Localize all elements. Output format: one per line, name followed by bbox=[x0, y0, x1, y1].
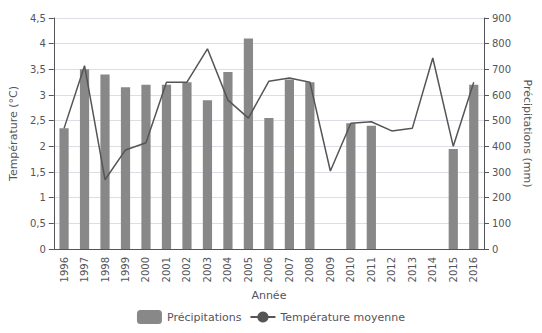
svg-text:2002: 2002 bbox=[181, 257, 192, 282]
svg-text:1998: 1998 bbox=[100, 257, 111, 282]
svg-text:Précipitations (mm): Précipitations (mm) bbox=[521, 80, 534, 188]
svg-text:3: 3 bbox=[39, 90, 45, 101]
svg-text:2013: 2013 bbox=[407, 257, 418, 282]
svg-text:1997: 1997 bbox=[79, 257, 90, 282]
svg-text:2007: 2007 bbox=[284, 257, 295, 282]
svg-text:700: 700 bbox=[492, 64, 511, 75]
svg-text:4: 4 bbox=[39, 38, 45, 49]
svg-text:Année: Année bbox=[251, 289, 286, 302]
svg-text:900: 900 bbox=[492, 13, 511, 24]
svg-text:1: 1 bbox=[39, 192, 45, 203]
svg-text:Précipitations: Précipitations bbox=[167, 311, 242, 324]
svg-text:100: 100 bbox=[492, 218, 511, 229]
svg-text:2,5: 2,5 bbox=[30, 115, 46, 126]
svg-text:2003: 2003 bbox=[202, 257, 213, 282]
svg-text:1,5: 1,5 bbox=[30, 167, 46, 178]
svg-text:2: 2 bbox=[39, 141, 45, 152]
svg-text:1996: 1996 bbox=[59, 257, 70, 282]
svg-text:2005: 2005 bbox=[243, 257, 254, 282]
svg-text:0: 0 bbox=[492, 244, 498, 255]
svg-text:Température (°C): Température (°C) bbox=[7, 86, 20, 182]
svg-text:3,5: 3,5 bbox=[30, 64, 46, 75]
svg-text:2004: 2004 bbox=[222, 257, 233, 282]
svg-text:300: 300 bbox=[492, 167, 511, 178]
svg-text:2001: 2001 bbox=[161, 257, 172, 282]
svg-text:2016: 2016 bbox=[468, 257, 479, 282]
svg-text:1999: 1999 bbox=[120, 257, 131, 282]
svg-text:Température moyenne: Température moyenne bbox=[279, 311, 405, 324]
svg-text:200: 200 bbox=[492, 192, 511, 203]
svg-text:2014: 2014 bbox=[427, 257, 438, 282]
svg-text:400: 400 bbox=[492, 141, 511, 152]
svg-text:800: 800 bbox=[492, 38, 511, 49]
svg-text:0: 0 bbox=[39, 244, 45, 255]
svg-text:2008: 2008 bbox=[304, 257, 315, 282]
svg-text:2012: 2012 bbox=[386, 257, 397, 282]
svg-text:2011: 2011 bbox=[366, 257, 377, 282]
svg-text:2006: 2006 bbox=[263, 257, 274, 282]
svg-text:600: 600 bbox=[492, 90, 511, 101]
svg-text:2015: 2015 bbox=[448, 257, 459, 282]
svg-text:0,5: 0,5 bbox=[30, 218, 46, 229]
svg-text:2000: 2000 bbox=[140, 257, 151, 282]
svg-text:2010: 2010 bbox=[345, 257, 356, 282]
svg-text:2009: 2009 bbox=[325, 257, 336, 282]
svg-text:4,5: 4,5 bbox=[30, 13, 46, 24]
svg-text:500: 500 bbox=[492, 115, 511, 126]
